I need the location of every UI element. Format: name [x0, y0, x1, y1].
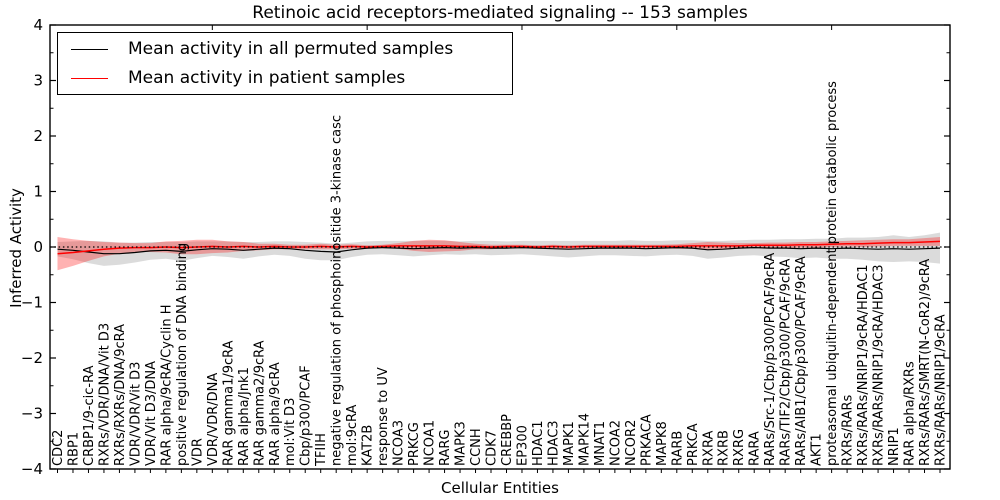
x-tick-label: CDK7 — [485, 430, 500, 466]
x-tick-label: CCNH — [469, 428, 484, 466]
y-tick-label: −3 — [21, 405, 43, 423]
y-tick-label: −2 — [21, 349, 43, 367]
x-tick-label: MAPK1 — [562, 421, 577, 466]
x-tick-label: RXRs/RARs/NRIP1/9cRA/HDAC1 — [856, 264, 871, 466]
y-tick-label: 4 — [33, 16, 43, 34]
y-tick-label: −1 — [21, 294, 43, 312]
x-tick-label: RARs/Src-1/Cbp/p300/PCAF/9cRA — [763, 253, 778, 466]
x-tick-label: MNAT1 — [593, 421, 608, 466]
x-tick-label: NRIP1 — [887, 427, 902, 466]
x-tick-label: RXRs/RARs/NRIP1/9cRA/HDAC3 — [872, 264, 887, 466]
x-tick-label: response to UV — [376, 367, 391, 466]
x-tick-label: CRBP1/9-cic-RA — [82, 365, 97, 466]
x-tick-label: VDR/Vit D3/DNA — [144, 361, 159, 466]
patient-mean-line — [57, 240, 941, 255]
x-tick-label: EP300 — [515, 425, 530, 466]
x-tick-label: CREBBP — [500, 414, 515, 466]
x-tick-label: RARA — [748, 431, 763, 466]
y-tick-label: 1 — [33, 183, 43, 201]
chart-title: Retinoic acid receptors-mediated signali… — [252, 3, 748, 23]
x-tick-label: RAR gamma2/9cRA — [252, 340, 267, 466]
x-tick-label: RAR alpha/Jnk1 — [237, 367, 252, 466]
permuted-std-band — [57, 232, 940, 266]
x-tick-label: RAR gamma1/9cRA — [221, 340, 236, 466]
x-tick-label: RBP1 — [66, 432, 81, 466]
x-tick-label: RARG — [438, 429, 453, 466]
x-tick-label: RXRA — [701, 431, 716, 466]
x-tick-label: RARB — [670, 431, 685, 466]
legend-item-patient: Mean activity in patient samples — [71, 67, 512, 89]
x-tick-label: RXRs/VDR/DNA/Vit D3 — [97, 323, 112, 466]
x-tick-label: AKT1 — [810, 433, 825, 466]
x-tick-label: RXRs/RARs — [841, 394, 856, 466]
x-tick-label: RAR alpha/9cRA — [268, 362, 283, 466]
x-tick-label: MAPK14 — [577, 413, 592, 466]
x-tick-label: VDR/VDR/DNA — [206, 373, 221, 466]
x-tick-label: NCOR2 — [624, 420, 639, 466]
legend: Mean activity in all permuted samples Me… — [57, 32, 513, 95]
legend-label-patient: Mean activity in patient samples — [128, 68, 406, 88]
x-tick-label: RXRG — [732, 429, 747, 466]
x-tick-label: NCOA3 — [392, 420, 407, 466]
x-axis-title: Cellular Entities — [441, 479, 559, 497]
x-tick-label: RAR alpha/RXRs — [903, 361, 918, 466]
x-tick-label: VDR/VDR/Vit D3 — [128, 362, 143, 466]
y-tick-label: 0 — [33, 238, 43, 256]
x-tick-label: RXRs/RARs/NRIP1/9cRA — [934, 314, 949, 466]
y-tick-label: 2 — [33, 127, 43, 145]
y-axis-title: Inferred Activity — [7, 188, 25, 308]
x-tick-label: mol:9cRA — [345, 404, 360, 466]
legend-item-permuted: Mean activity in all permuted samples — [71, 38, 512, 60]
x-tick-label: RXRs/RXRs/DNA/9cRA — [113, 324, 128, 466]
x-tick-label: RXRB — [717, 430, 732, 466]
y-tick-label: 3 — [33, 72, 43, 90]
permuted-mean-line — [57, 246, 941, 255]
x-tick-label: VDR — [190, 438, 205, 466]
x-tick-label: HDAC1 — [531, 420, 546, 466]
x-tick-label: KAT2B — [361, 425, 376, 466]
y-tick-label: −4 — [21, 460, 43, 478]
x-tick-label: NCOA1 — [423, 420, 438, 466]
red-line-swatch — [71, 77, 108, 79]
x-tick-label: Cbp/p300/PCAF — [299, 365, 314, 466]
x-tick-label: RARs/AIB1/Cbp/p300/PCAF/9cRA — [794, 256, 809, 466]
x-tick-label: proteasomal ubiquitin-dependent protein … — [825, 81, 840, 466]
x-tick-label: PRKCA — [686, 423, 701, 466]
x-tick-label: RAR alpha/9cRA/Cyclin H — [159, 305, 174, 466]
x-tick-label: HDAC3 — [546, 420, 561, 466]
x-tick-label: MAPK8 — [655, 421, 670, 466]
x-tick-label: MAPK3 — [454, 421, 469, 466]
x-tick-label: PRKCG — [407, 422, 422, 466]
x-tick-label: RARs/TIF2/Cbp/p300/PCAF/9cRA — [779, 259, 794, 466]
x-tick-label: mol:Vit D3 — [283, 398, 298, 466]
x-tick-label: PRKACA — [639, 414, 654, 466]
x-tick-label: NCOA2 — [608, 420, 623, 466]
x-tick-label: negative regulation of phosphoinositide … — [330, 115, 345, 466]
x-tick-label: TFIIH — [314, 433, 329, 467]
legend-label-permuted: Mean activity in all permuted samples — [128, 39, 454, 59]
black-line-swatch — [71, 48, 108, 50]
x-tick-label: positive regulation of DNA binding — [175, 243, 190, 466]
x-tick-label: CDC2 — [51, 430, 66, 466]
x-tick-label: RXRs/RARs/SMRT(N-CoR2)/9cRA — [918, 259, 933, 466]
